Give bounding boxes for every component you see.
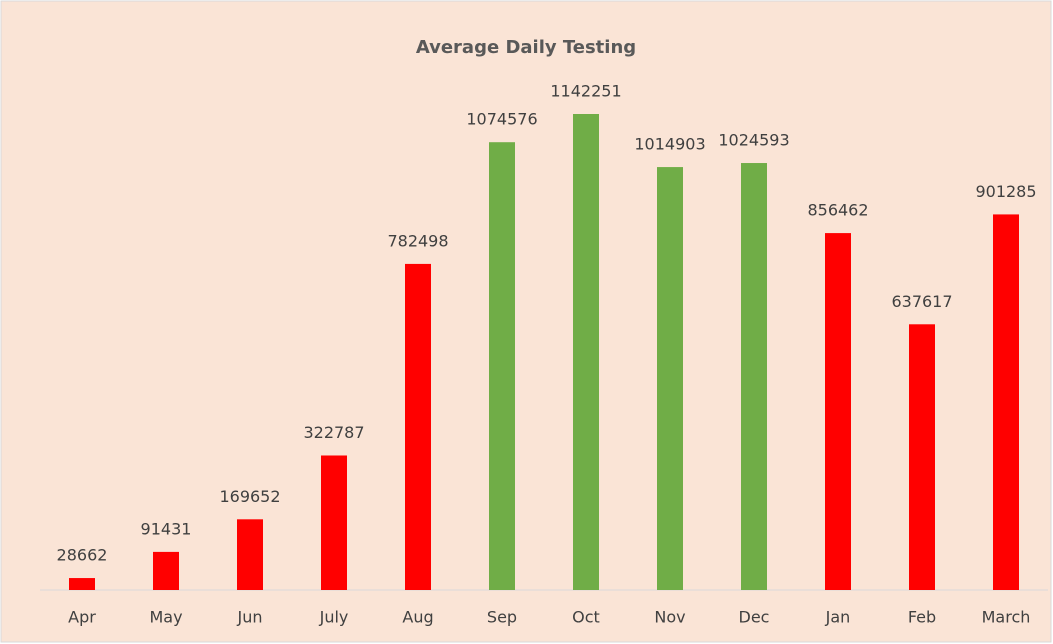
x-tick-label: March <box>982 608 1031 627</box>
x-tick-label: May <box>149 608 182 627</box>
bar <box>489 142 515 590</box>
data-label: 91431 <box>141 519 192 538</box>
data-label: 322787 <box>303 423 364 442</box>
bar <box>321 455 347 590</box>
bar <box>69 578 95 590</box>
x-tick-label: Oct <box>572 608 600 627</box>
x-tick-label: July <box>319 608 349 627</box>
x-tick-label: Dec <box>739 608 770 627</box>
data-label: 28662 <box>57 546 108 565</box>
x-tick-label: Apr <box>68 608 96 627</box>
data-label: 1074576 <box>466 110 537 129</box>
x-tick-label: Sep <box>487 608 517 627</box>
bar <box>909 324 935 590</box>
bar <box>153 551 179 590</box>
data-label: 1142251 <box>550 82 621 101</box>
bar <box>573 114 599 590</box>
x-tick-label: Feb <box>908 608 936 627</box>
bar <box>825 233 851 590</box>
data-label: 1014903 <box>634 135 705 154</box>
data-label: 169652 <box>219 487 280 506</box>
data-label: 1024593 <box>718 131 789 150</box>
x-tick-label: Nov <box>654 608 685 627</box>
data-label: 637617 <box>891 292 952 311</box>
data-label: 782498 <box>387 231 448 250</box>
x-tick-label: Jan <box>825 608 851 627</box>
x-tick-label: Jun <box>237 608 263 627</box>
data-label: 856462 <box>807 201 868 220</box>
bar <box>657 167 683 590</box>
data-label: 901285 <box>975 182 1036 201</box>
bar <box>741 163 767 590</box>
bar <box>405 263 431 590</box>
x-tick-label: Aug <box>402 608 433 627</box>
bar <box>993 214 1019 591</box>
chart-title: Average Daily Testing <box>416 37 636 58</box>
bar <box>237 519 263 590</box>
